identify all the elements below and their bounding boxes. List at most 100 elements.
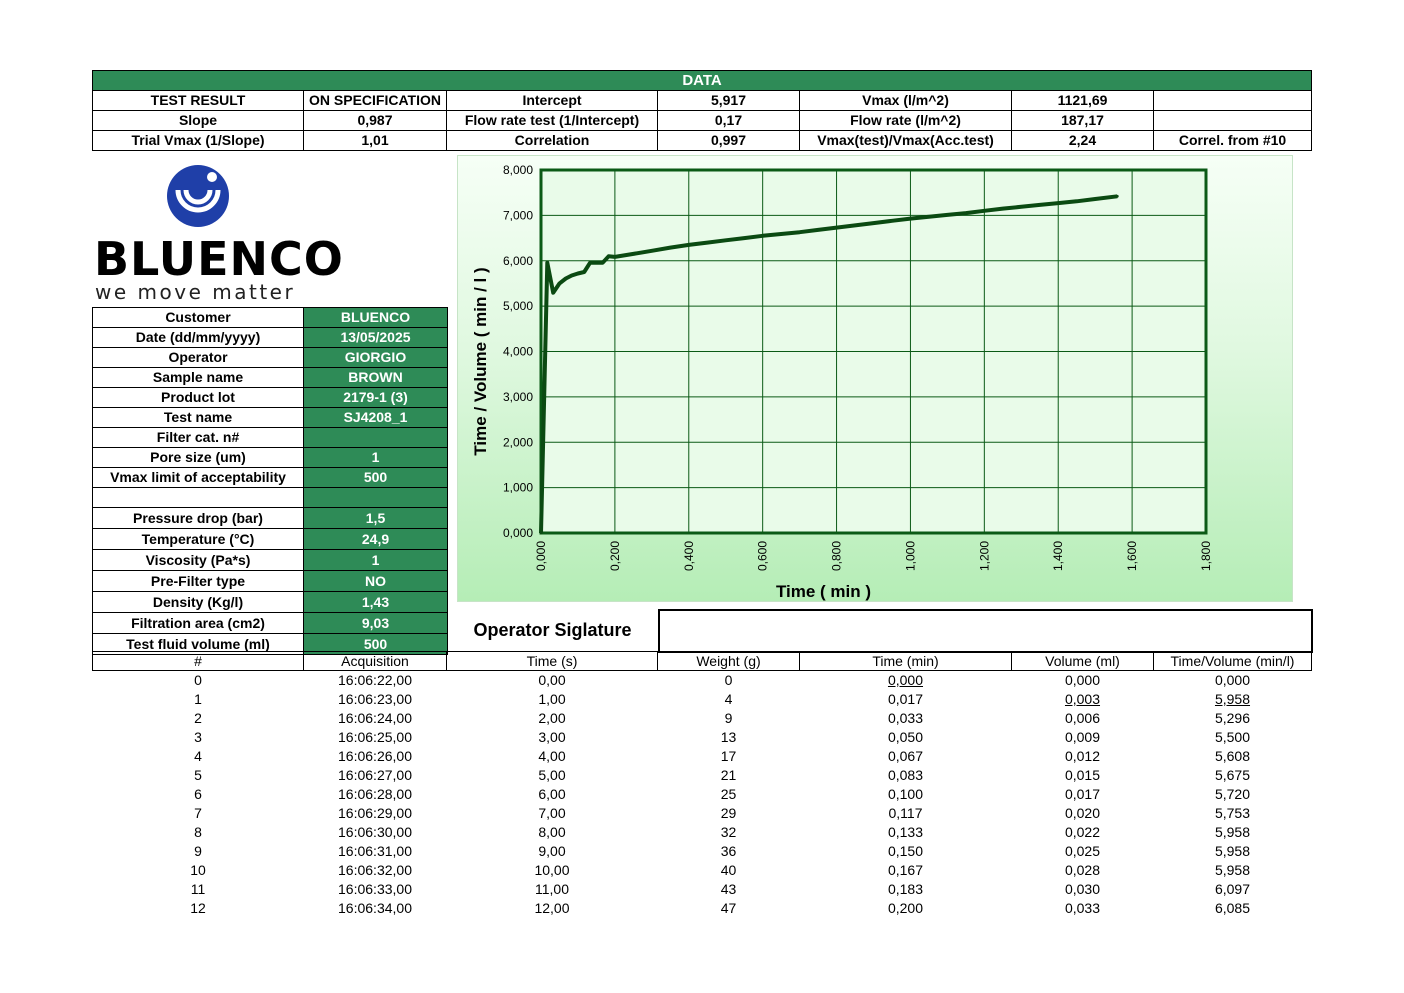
acquisition-cell: 7 bbox=[93, 804, 304, 823]
acquisition-value: 3 bbox=[194, 729, 202, 745]
acquisition-cell: 0,000 bbox=[1012, 671, 1154, 691]
parameter-value[interactable] bbox=[303, 487, 448, 508]
parameter-row: Density (Kg/l) 1,43 bbox=[92, 591, 448, 613]
acquisition-cell: 0,025 bbox=[1012, 842, 1154, 861]
parameter-label: Test name bbox=[92, 407, 304, 428]
parameter-value[interactable]: 9,03 bbox=[303, 612, 448, 634]
table-row: 5 16:06:27,00 5,00 21 0,083 0,015 5,675 bbox=[93, 766, 1312, 785]
parameter-label: Sample name bbox=[92, 367, 304, 388]
acquisition-value: 0,028 bbox=[1064, 862, 1101, 878]
acquisition-value: 17 bbox=[720, 748, 737, 764]
acquisition-cell: 0,200 bbox=[800, 899, 1012, 918]
parameter-value[interactable]: 1,5 bbox=[303, 507, 448, 529]
acquisition-table: # Acquisition Time (s) Weight (g) Time (min)… bbox=[92, 651, 1312, 918]
acquisition-header: Weight (g) bbox=[657, 651, 800, 671]
logo-tagline: we move matter bbox=[95, 280, 296, 304]
parameter-value[interactable]: GIORGIO bbox=[303, 347, 448, 368]
acquisition-value: 0,017 bbox=[1064, 786, 1101, 802]
data-cell: Flow rate (l/m^2) bbox=[799, 110, 1012, 131]
parameter-value[interactable]: 13/05/2025 bbox=[303, 327, 448, 348]
parameter-value[interactable] bbox=[303, 427, 448, 448]
parameter-row: Viscosity (Pa*s) 1 bbox=[92, 549, 448, 571]
acquisition-header: Time (s) bbox=[446, 651, 658, 671]
parameter-value[interactable]: 1 bbox=[303, 447, 448, 468]
acquisition-value: 7,00 bbox=[538, 805, 566, 821]
acquisition-cell: 0,017 bbox=[800, 690, 1012, 709]
acquisition-value: 0,006 bbox=[1064, 710, 1101, 726]
data-point bbox=[982, 209, 986, 213]
parameter-label: Density (Kg/l) bbox=[92, 591, 304, 613]
acquisition-cell: 29 bbox=[658, 804, 800, 823]
data-row: Slope 0,987 Flow rate test (1/Intercept) 0,… bbox=[92, 110, 1313, 131]
acquisition-cell: 5,500 bbox=[1154, 728, 1312, 747]
acquisition-cell: 5,608 bbox=[1154, 747, 1312, 766]
table-row: 4 16:06:26,00 4,00 17 0,067 0,012 5,608 bbox=[93, 747, 1312, 766]
acquisition-value: 0,00 bbox=[538, 672, 566, 688]
parameter-label: Customer bbox=[92, 307, 304, 328]
table-row: 1 16:06:23,00 1,00 4 0,017 0,003 5,958 bbox=[93, 690, 1312, 709]
parameter-label: Pressure drop (bar) bbox=[92, 507, 304, 529]
acquisition-value: 16:06:27,00 bbox=[338, 767, 412, 783]
acquisition-cell: 0,067 bbox=[800, 747, 1012, 766]
parameter-value[interactable]: BLUENCO bbox=[303, 307, 448, 328]
data-cell: Vmax(test)/Vmax(Acc.test) bbox=[799, 130, 1012, 151]
acquisition-value: 0,022 bbox=[1064, 824, 1101, 840]
data-cell: Correlation bbox=[446, 130, 658, 151]
parameter-value[interactable]: NO bbox=[303, 570, 448, 592]
data-cell bbox=[1152, 90, 1313, 111]
acquisition-cell: 11 bbox=[93, 880, 304, 899]
acquisition-value: 4,00 bbox=[538, 748, 566, 764]
acquisition-header: Acquisition bbox=[303, 651, 447, 671]
data-cell: 1,01 bbox=[303, 130, 447, 151]
acquisition-cell: 43 bbox=[658, 880, 800, 899]
parameter-value[interactable]: 1 bbox=[303, 549, 448, 571]
data-row: Trial Vmax (1/Slope) 1,01 Correlation 0,997… bbox=[92, 130, 1313, 151]
data-row: TEST RESULT ON SPECIFICATION Intercept 5,91… bbox=[92, 90, 1313, 111]
y-tick-label: 1,000 bbox=[503, 481, 533, 495]
parameter-value[interactable]: 1,43 bbox=[303, 591, 448, 613]
operator-signature-label: Operator Siglature bbox=[473, 620, 632, 640]
acquisition-value: 13 bbox=[720, 729, 737, 745]
acquisition-value: 5,296 bbox=[1214, 710, 1251, 726]
acquisition-cell: 2 bbox=[93, 709, 304, 728]
acquisition-value: 9 bbox=[724, 710, 733, 726]
data-point bbox=[964, 211, 968, 215]
parameter-value[interactable]: 2179-1 (3) bbox=[303, 387, 448, 408]
acquisition-value: 5,00 bbox=[538, 767, 566, 783]
table-row: 9 16:06:31,00 9,00 36 0,150 0,025 5,958 bbox=[93, 842, 1312, 861]
parameter-value[interactable]: 24,9 bbox=[303, 528, 448, 550]
acquisition-cell: 6,085 bbox=[1154, 899, 1312, 918]
acquisition-value: 0,009 bbox=[1064, 729, 1101, 745]
acquisition-value: 5,753 bbox=[1214, 805, 1251, 821]
data-point bbox=[632, 252, 635, 256]
acquisition-value: 0,017 bbox=[887, 691, 924, 707]
parameter-row: Pressure drop (bar) 1,5 bbox=[92, 507, 448, 529]
acquisition-cell: 1,00 bbox=[447, 690, 658, 709]
acquisition-value: 16:06:28,00 bbox=[338, 786, 412, 802]
parameter-value[interactable]: BROWN bbox=[303, 367, 448, 388]
data-cell: Correl. from #10 bbox=[1152, 130, 1313, 151]
data-cell: 5,917 bbox=[657, 90, 800, 111]
acquisition-value: 0,200 bbox=[887, 900, 924, 916]
data-point bbox=[687, 243, 691, 247]
data-point bbox=[779, 232, 783, 236]
acquisition-cell: 4 bbox=[93, 747, 304, 766]
acquisition-cell: 0 bbox=[93, 671, 304, 691]
data-cell: 0,987 bbox=[303, 110, 447, 131]
acquisition-value: 0,020 bbox=[1064, 805, 1101, 821]
acquisition-cell: 16:06:31,00 bbox=[304, 842, 447, 861]
acquisition-value: 16:06:29,00 bbox=[338, 805, 412, 821]
data-cell bbox=[1152, 110, 1313, 131]
operator-signature-field[interactable] bbox=[658, 609, 1313, 653]
x-tick-label: 0,200 bbox=[608, 541, 622, 571]
x-tick-label: 0,400 bbox=[682, 541, 696, 571]
acquisition-cell: 5,958 bbox=[1154, 690, 1312, 709]
acquisition-cell: 16:06:34,00 bbox=[304, 899, 447, 918]
data-cell: Vmax (l/m^2) bbox=[799, 90, 1012, 111]
parameter-value[interactable]: 500 bbox=[303, 467, 448, 488]
table-row: 11 16:06:33,00 11,00 43 0,183 0,030 6,097 bbox=[93, 880, 1312, 899]
parameter-row bbox=[92, 487, 448, 508]
parameter-value[interactable]: SJ4208_1 bbox=[303, 407, 448, 428]
data-point bbox=[946, 213, 949, 217]
x-tick-label: 1,600 bbox=[1125, 541, 1139, 571]
